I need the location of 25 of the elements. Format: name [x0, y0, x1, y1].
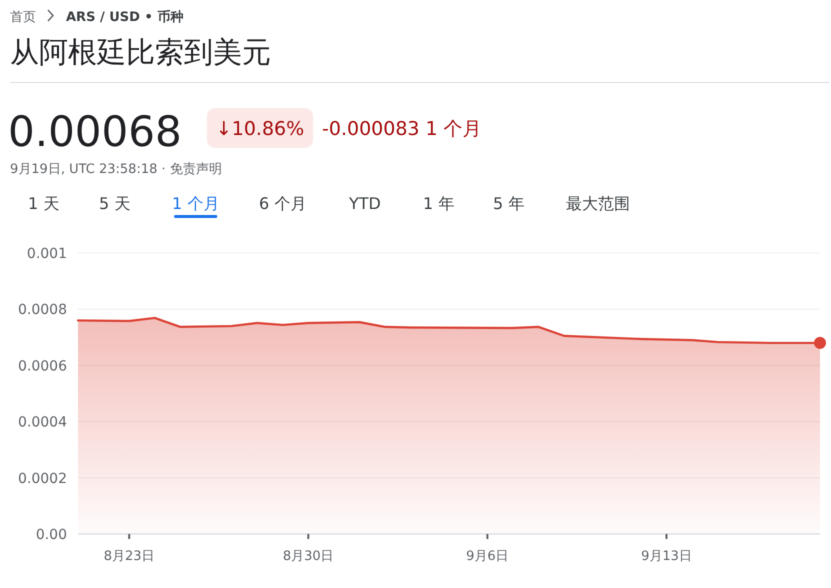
text: 1 个月 — [172, 194, 220, 213]
text: 9月19日, UTC 23:58:18 · 免责声明 — [10, 162, 222, 177]
text: 最大范围 — [566, 194, 630, 213]
text: 1 年 — [423, 194, 454, 213]
y-tick-label: 0.0008 — [18, 302, 67, 318]
y-tick-label: 0.001 — [26, 246, 67, 262]
text: ↓10.86% — [216, 118, 304, 140]
y-tick-label: 0.0002 — [18, 470, 67, 487]
x-tick-label: 9月6日 — [466, 549, 509, 564]
text: 0.00068 — [8, 107, 182, 156]
text: 5 年 — [493, 194, 524, 213]
text: 6 个月 — [259, 194, 306, 213]
y-tick-label: 0.0004 — [18, 414, 68, 431]
chart-title: 从阿根廷比索到美元 — [10, 35, 271, 69]
y-tick-label: 0.0006 — [18, 358, 68, 374]
y-tick-label: 0.00 — [36, 527, 67, 543]
text: 1 天 — [28, 194, 60, 213]
text: 5 天 — [99, 194, 130, 213]
x-tick-label: 8月30日 — [282, 549, 334, 564]
text: 首页 — [10, 10, 36, 25]
x-tick-label: 9月13日 — [641, 549, 692, 564]
x-tick-label: 8月23日 — [104, 549, 155, 564]
text: -0.000083 1 个月 — [322, 118, 482, 140]
text: ARS / USD • 币种 — [66, 9, 184, 25]
text: YTD — [348, 194, 381, 213]
